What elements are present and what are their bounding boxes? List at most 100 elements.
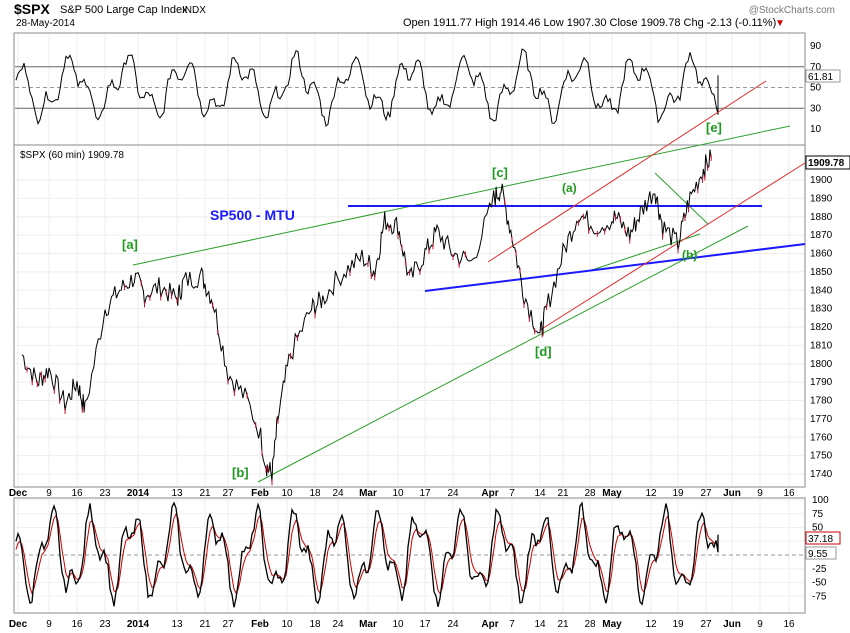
price-last-value: 1909.78: [808, 158, 845, 169]
upper-last-value: 61.81: [808, 72, 833, 83]
lower-x-tick-label: 13: [171, 619, 183, 630]
price-y-tick-label: 1770: [810, 414, 833, 425]
lower-last-value-2: 9.55: [808, 549, 828, 560]
price-y-tick-label: 1780: [810, 396, 833, 407]
lower-x-tick-label: Feb: [251, 619, 269, 630]
lower-y-tick-label: 75: [812, 509, 824, 520]
lower-x-tick-label: May: [602, 619, 622, 630]
lower-x-tick-label: 24: [332, 619, 344, 630]
price-x-tick-label: 21: [557, 488, 569, 499]
annotation-subwave-a: (a): [562, 181, 577, 195]
index-name: S&P 500 Large Cap Index: [60, 4, 188, 16]
price-x-tick-label: 24: [447, 488, 459, 499]
lower-x-tick-label: 28: [584, 619, 596, 630]
lower-x-tick-label: 16: [783, 619, 795, 630]
price-x-tick-label: 16: [71, 488, 83, 499]
price-panel-frame: [13, 144, 806, 488]
lower-y-tick-label: 50: [812, 523, 824, 534]
trendline-lower-green: [257, 225, 749, 483]
lower-x-tick-label: 10: [392, 619, 404, 630]
annotation-wave-b: [b]: [232, 465, 249, 480]
lower-x-tick-label: Dec: [9, 619, 28, 630]
upper-y-tick-label: 90: [810, 41, 822, 52]
price-y-tick-label: 1760: [810, 432, 833, 443]
lower-x-tick-label: Mar: [359, 619, 377, 630]
lower-last-value-1: 37.18: [808, 534, 833, 545]
axis-labels: 1030507090174017501760177017801790180018…: [9, 41, 833, 630]
price-x-tick-label: 14: [534, 488, 546, 499]
ohlc-readout: Open 1911.77 High 1914.46 Low 1907.30 Cl…: [403, 17, 776, 29]
price-x-tick-label: 27: [222, 488, 234, 499]
lower-x-tick-label: Jun: [723, 619, 741, 630]
price-plot: [21, 149, 712, 486]
price-x-tick-label: 18: [309, 488, 321, 499]
price-x-tick-label: Mar: [359, 488, 377, 499]
price-x-tick-label: 19: [672, 488, 684, 499]
lower-x-tick-label: Apr: [481, 619, 498, 630]
lower-x-tick-label: 16: [71, 619, 83, 630]
trend-lines: [132, 80, 806, 483]
annotation-mtu: SP500 - MTU: [210, 207, 295, 223]
lower-signal-line: [15, 512, 719, 595]
upper-oscillator-line: [15, 48, 719, 127]
lower-x-tick-label: 14: [534, 619, 546, 630]
lower-x-tick-label: 27: [700, 619, 712, 630]
lower-last-value-tag-1: [805, 531, 841, 545]
price-x-tick-label: 28: [584, 488, 596, 499]
price-panel-label: $SPX (60 min) 1909.78: [20, 150, 124, 161]
annotation-wave-a: [a]: [122, 237, 138, 252]
price-x-tick-label: Feb: [251, 488, 269, 499]
channel-lower-red: [539, 162, 806, 331]
price-y-tick-label: 1860: [810, 249, 833, 260]
price-x-tick-label: 27: [700, 488, 712, 499]
price-x-tick-label: 21: [199, 488, 211, 499]
lower-x-tick-label: 21: [557, 619, 569, 630]
lower-last-value-tag-2: [805, 546, 837, 560]
price-x-tick-label: 13: [171, 488, 183, 499]
lower-y-tick-label: -25: [812, 564, 827, 575]
lower-x-tick-label: 24: [447, 619, 459, 630]
price-y-tick-label: 1790: [810, 377, 833, 388]
lower-x-tick-label: 21: [199, 619, 211, 630]
price-y-tick-label: 1810: [810, 340, 833, 351]
upper-last-value-tag: [805, 69, 841, 83]
price-x-tick-label: 9: [46, 488, 52, 499]
annotation-wave-e: [e]: [706, 120, 722, 135]
lower-x-tick-label: 23: [99, 619, 111, 630]
price-y-tick-label: 1870: [810, 230, 833, 241]
price-y-tick-label: 1820: [810, 322, 833, 333]
trendline-upper-green: [132, 125, 791, 266]
lower-x-tick-label: 10: [281, 619, 293, 630]
price-x-tick-label: Dec: [9, 488, 28, 499]
price-x-tick-label: 9: [757, 488, 763, 499]
price-x-tick-label: 12: [645, 488, 657, 499]
price-x-tick-label: 10: [281, 488, 293, 499]
price-x-tick-label: May: [602, 488, 622, 499]
annotation-wave-d: [d]: [535, 344, 552, 359]
price-x-tick-label: 17: [419, 488, 431, 499]
price-x-tick-label: 10: [392, 488, 404, 499]
price-x-tick-label: 24: [332, 488, 344, 499]
annotation-subwave-b: (b): [682, 248, 697, 262]
lower-y-tick-label: -75: [812, 591, 827, 602]
down-arrow-icon: ▼: [775, 18, 785, 29]
lower-x-tick-label: 12: [645, 619, 657, 630]
price-y-tick-label: 1740: [810, 469, 833, 480]
lower-panel-frame: [13, 497, 806, 614]
upper-y-tick-label: 50: [810, 83, 822, 94]
lower-oscillator-line: [15, 501, 719, 608]
watermark: @StockCharts.com: [749, 5, 835, 16]
upper-oscillator-plot: [15, 48, 719, 127]
upper-panel-frame: [13, 32, 806, 146]
price-last-value-tag: [805, 155, 850, 170]
lower-y-tick-label: -50: [812, 578, 827, 589]
price-x-tick-label: Apr: [481, 488, 498, 499]
lower-x-tick-label: 17: [419, 619, 431, 630]
upper-y-tick-label: 70: [810, 62, 822, 73]
price-series-line: [21, 149, 712, 483]
symbol-title: $SPX: [14, 1, 50, 17]
annotation-wave-c: [c]: [492, 165, 508, 180]
trendline-mtu-rising: [424, 243, 806, 292]
lower-x-tick-label: 27: [222, 619, 234, 630]
